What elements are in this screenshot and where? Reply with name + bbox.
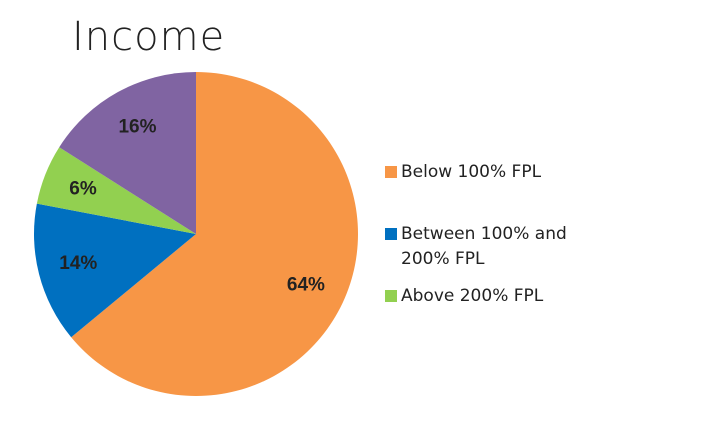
legend-label: Above 200% FPL: [401, 286, 544, 306]
legend-label: Below 100% FPL: [401, 162, 542, 182]
data-label: 16%: [118, 117, 156, 138]
legend-swatch: [385, 290, 397, 302]
pie-slice: [36, 147, 197, 234]
data-label: 14%: [59, 253, 97, 274]
chart-title: Income: [72, 14, 225, 60]
legend-item: Below 100% FPL: [385, 160, 695, 185]
legend-item: Above 200% FPL: [385, 284, 695, 309]
legend-swatch: [385, 166, 397, 178]
legend-item: Between 100% and 200% FPL: [385, 222, 695, 272]
pie-slice: [59, 72, 197, 234]
data-label: 64%: [287, 275, 325, 296]
pie-slice: [71, 72, 359, 397]
legend-swatch: [385, 228, 397, 240]
legend-label: Between 100% and 200% FPL: [401, 224, 567, 269]
data-label: 6%: [69, 178, 97, 199]
pie-slice: [34, 203, 196, 338]
